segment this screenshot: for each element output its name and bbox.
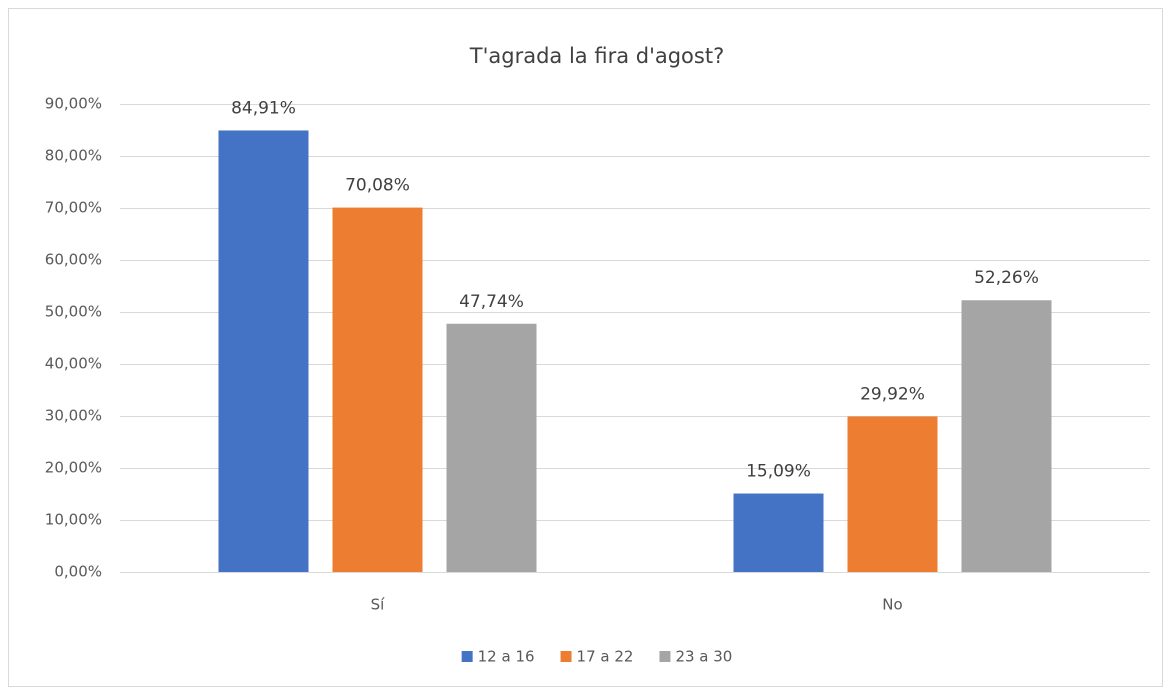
value-label: 84,91% — [231, 98, 296, 118]
y-tick-label: 60,00% — [45, 251, 102, 269]
legend-label: 12 a 16 — [478, 648, 535, 666]
legend-label: 23 a 30 — [675, 648, 732, 666]
x-tick-label: No — [882, 596, 902, 614]
value-label: 70,08% — [345, 176, 410, 196]
y-tick-label: 40,00% — [45, 355, 102, 373]
y-tick-label: 80,00% — [45, 147, 102, 165]
legend-label: 17 a 22 — [577, 648, 634, 666]
value-label: 29,92% — [860, 384, 925, 404]
bar — [733, 493, 824, 572]
legend-swatch — [659, 651, 671, 662]
y-tick-label: 50,00% — [45, 303, 102, 321]
value-label: 15,09% — [746, 462, 811, 482]
bar — [847, 416, 938, 572]
x-tick-label: Sí — [371, 596, 386, 614]
y-tick-label: 20,00% — [45, 459, 102, 477]
y-tick-label: 70,00% — [45, 199, 102, 217]
y-tick-label: 30,00% — [45, 407, 102, 425]
value-label: 47,74% — [459, 292, 524, 312]
value-label: 52,26% — [974, 268, 1039, 288]
bar — [961, 300, 1052, 572]
y-tick-label: 0,00% — [54, 563, 102, 581]
bar — [218, 130, 309, 572]
y-tick-label: 90,00% — [45, 95, 102, 113]
y-tick-label: 10,00% — [45, 511, 102, 529]
bar — [332, 207, 423, 573]
chart-title: T'agrada la fira d'agost? — [469, 44, 724, 68]
legend-swatch — [560, 651, 572, 662]
legend-swatch — [461, 651, 473, 662]
bar — [446, 323, 537, 572]
